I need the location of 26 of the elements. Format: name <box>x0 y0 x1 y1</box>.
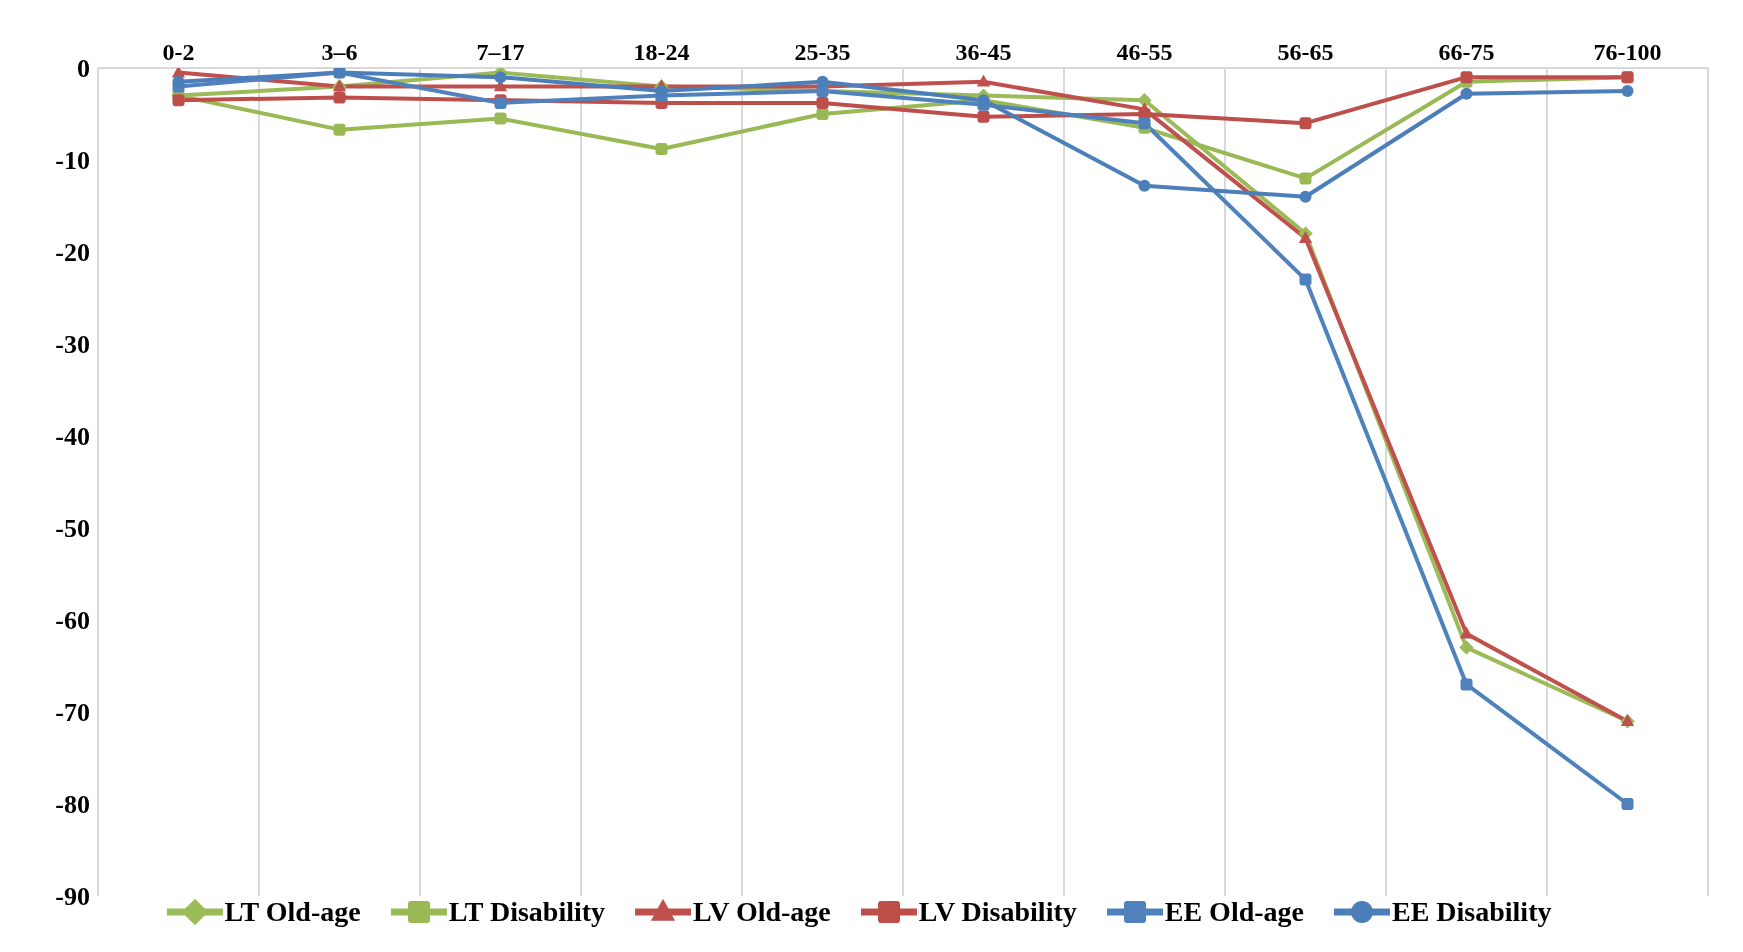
x-tick-label: 25-35 <box>794 39 851 65</box>
x-tick-label: 56-65 <box>1277 39 1334 65</box>
y-tick-label: -80 <box>55 790 90 820</box>
x-tick-label: 3–6 <box>321 39 358 65</box>
y-tick-label: -60 <box>55 606 90 636</box>
x-tick-label: 46-55 <box>1116 39 1173 65</box>
y-tick-label: -90 <box>55 882 90 912</box>
x-tick-label: 36-45 <box>955 39 1012 65</box>
y-tick-label: 0 <box>77 54 90 84</box>
x-tick-label: 0-2 <box>162 39 195 65</box>
y-tick-label: -20 <box>55 238 90 268</box>
x-tick-label: 18-24 <box>633 39 690 65</box>
y-tick-label: -40 <box>55 422 90 452</box>
y-tick-label: -10 <box>55 146 90 176</box>
legend-label: LT Disability <box>448 896 606 928</box>
legend-label: EE Old-age <box>1164 896 1304 928</box>
y-tick-label: -30 <box>55 330 90 360</box>
legend-label: EE Disability <box>1391 896 1552 928</box>
legend-label: LV Old-age <box>693 896 831 928</box>
x-tick-label: 7–17 <box>476 39 525 65</box>
x-tick-label: 66-75 <box>1438 39 1495 65</box>
legend-label: LV Disability <box>918 896 1077 928</box>
y-tick-label: -70 <box>55 698 90 728</box>
y-tick-label: -50 <box>55 514 90 544</box>
legend-label: LT Old-age <box>224 896 361 928</box>
x-tick-label: 76-100 <box>1593 39 1662 65</box>
